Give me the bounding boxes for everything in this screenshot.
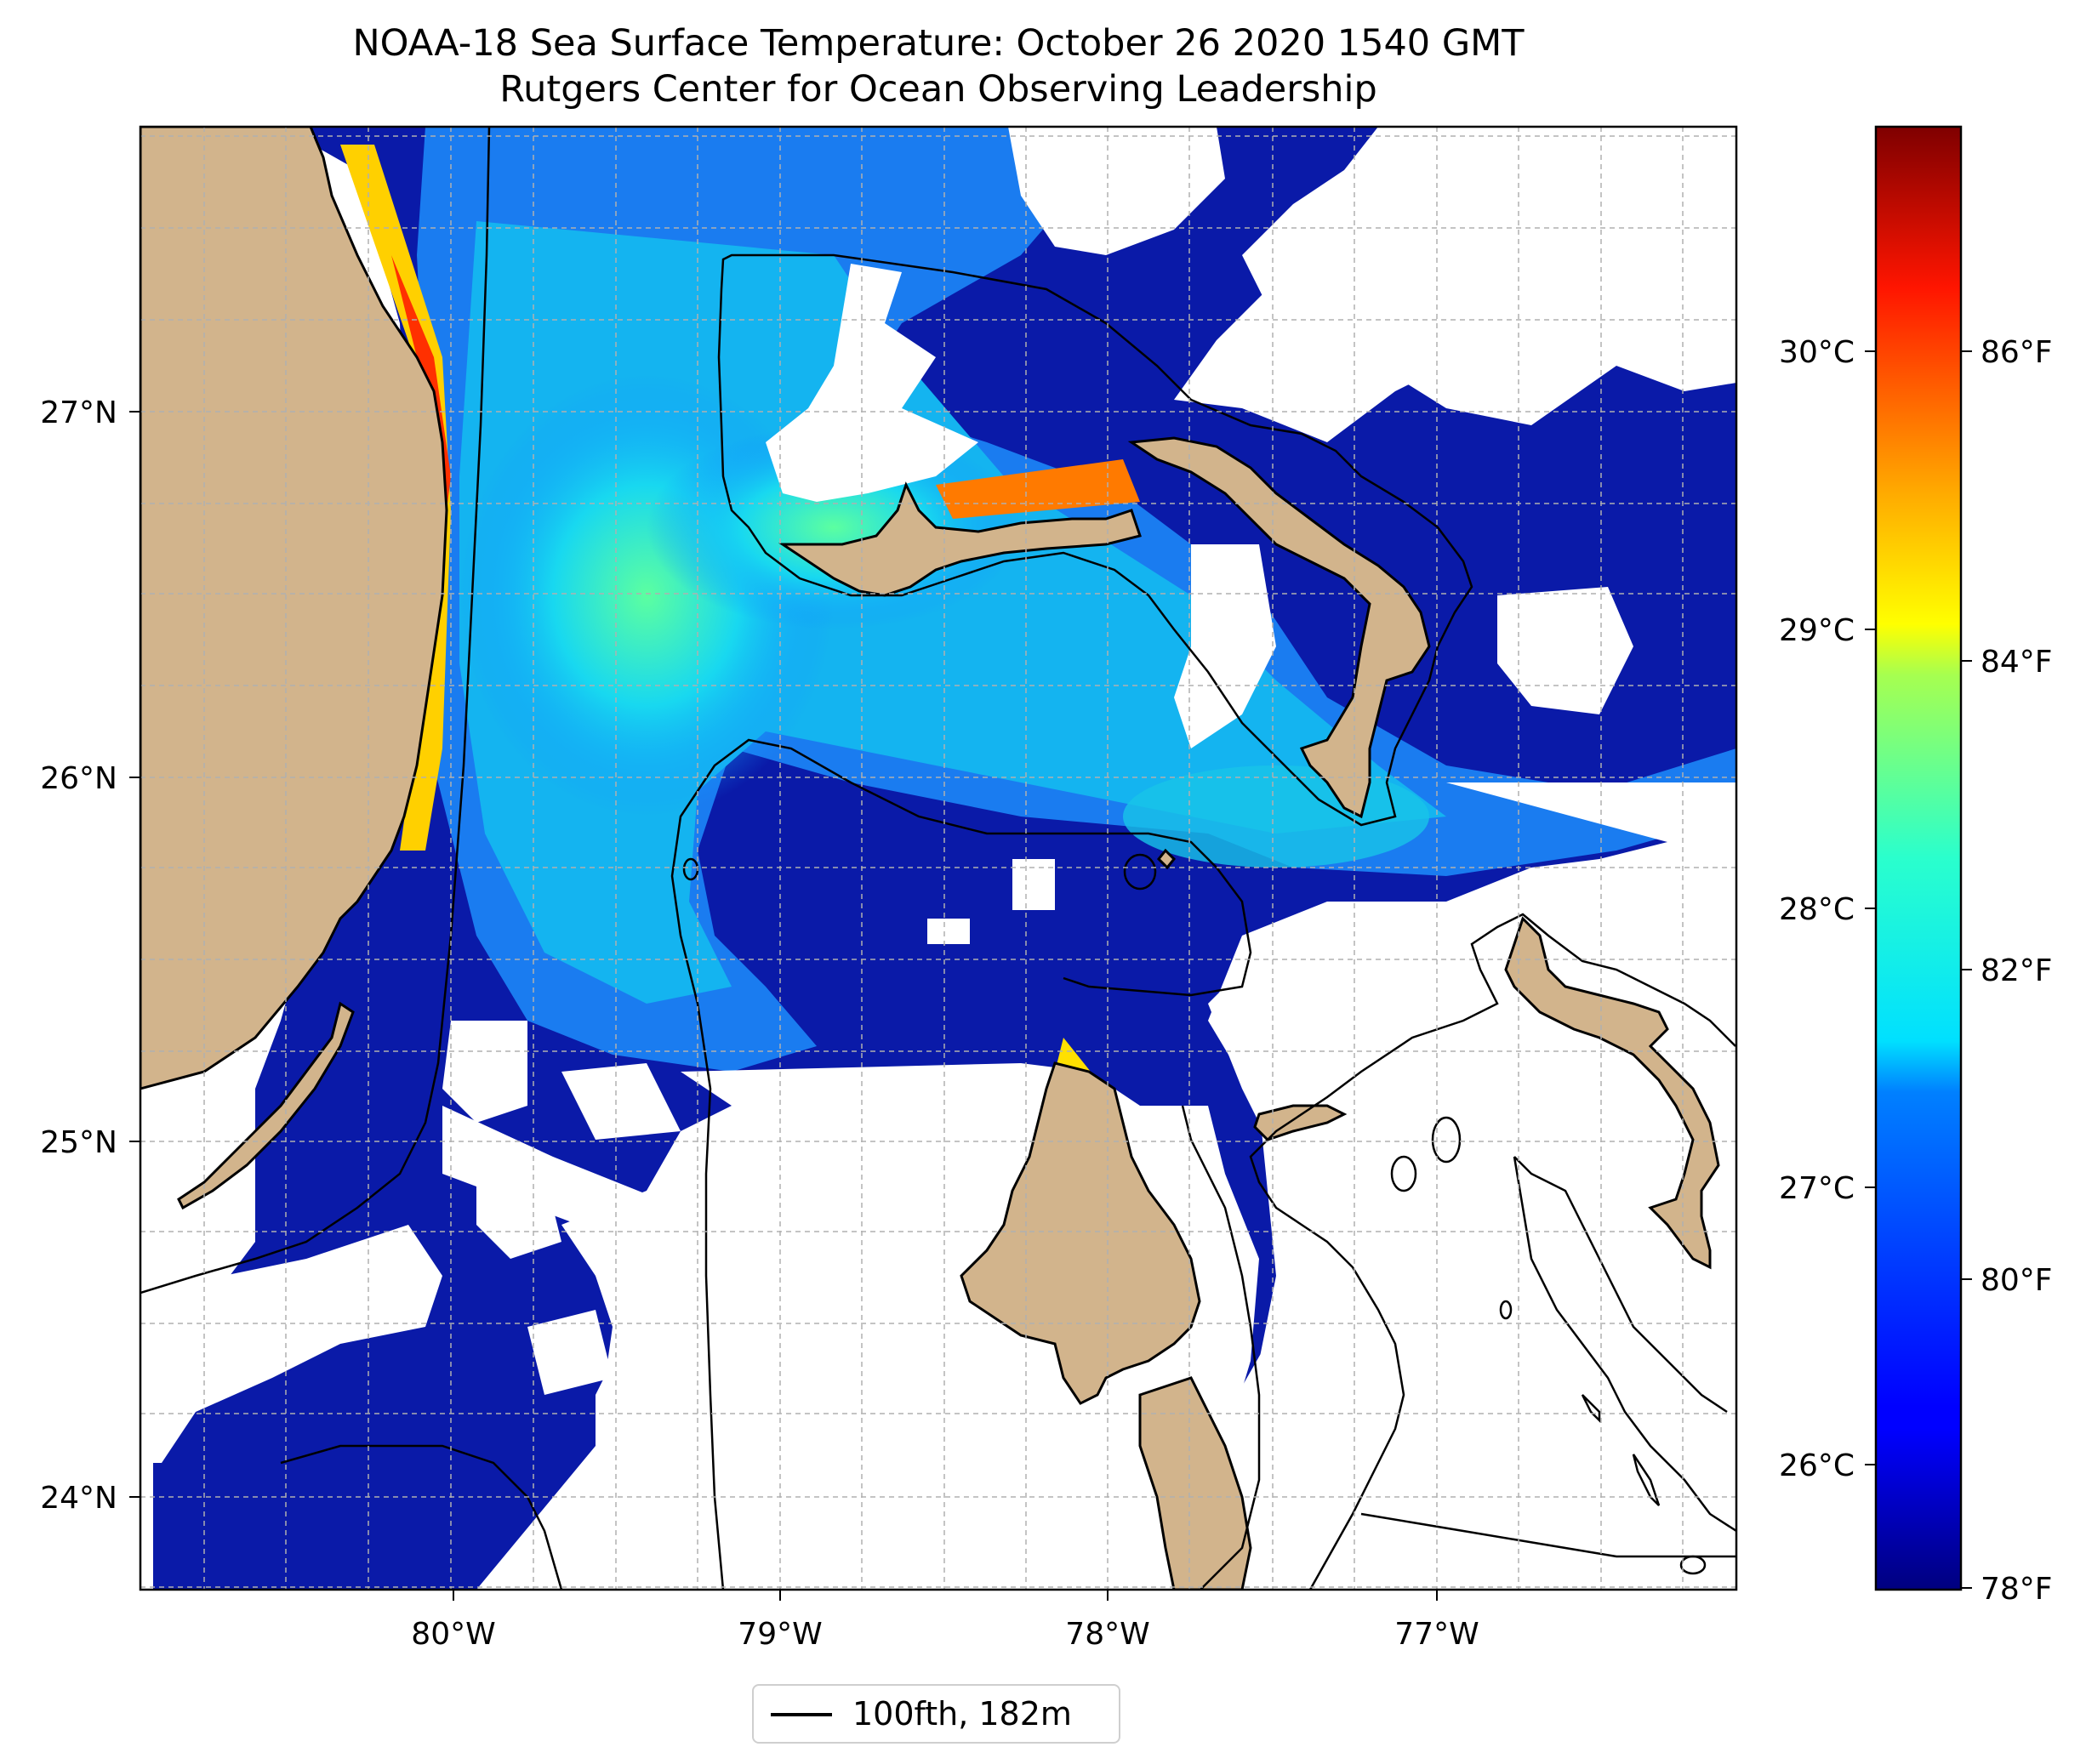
isobath-100fth [140, 127, 1736, 1590]
legend-label: 100fth, 182m [852, 1695, 1072, 1733]
land [140, 127, 1720, 1590]
colorbar-celsius-label: 29°C [1779, 613, 1855, 648]
colorbar-fahrenheit-label: 86°F [1981, 335, 2053, 370]
lat-label: 25°N [40, 1125, 117, 1160]
florida-keys [177, 1001, 355, 1210]
lat-label: 26°N [40, 761, 117, 796]
map-frame [139, 125, 1738, 1591]
colorbar-celsius-label: 28°C [1779, 892, 1855, 927]
map-subtitle: Rutgers Center for Ocean Observing Leade… [499, 68, 1377, 111]
lat-label: 27°N [40, 395, 117, 430]
lat-label: 24°N [40, 1481, 117, 1516]
colorbar-fahrenheit-label: 82°F [1981, 953, 2053, 988]
colorbar-gradient [1874, 125, 1963, 1591]
colorbar-fahrenheit-label: 84°F [1981, 645, 2053, 680]
andros-south [1138, 1376, 1252, 1590]
berry-islands [1156, 848, 1177, 870]
lon-label: 77°W [1394, 1617, 1479, 1652]
colorbar-fahrenheit-label: 80°F [1981, 1263, 2053, 1298]
grand-bahama [778, 481, 1142, 597]
colorbar-celsius-label: 26°C [1779, 1448, 1855, 1483]
lon-label: 80°W [411, 1617, 495, 1652]
eleuthera [1504, 916, 1720, 1270]
map-area [140, 127, 1736, 1590]
graticule [140, 127, 1736, 1590]
map-title: NOAA-18 Sea Surface Temperature: October… [352, 22, 1525, 65]
colorbar-celsius-label: 27°C [1779, 1171, 1855, 1206]
lon-label: 79°W [738, 1617, 822, 1652]
colorbar-fahrenheit-label: 78°F [1981, 1572, 2053, 1607]
colorbar: 30°C 29°C 28°C 27°C 26°C 86°F 84°F 82°F … [1779, 125, 2053, 1607]
lon-label: 78°W [1065, 1617, 1149, 1652]
andros [960, 1061, 1201, 1405]
florida-land [140, 127, 448, 1090]
legend: 100fth, 182m [752, 1684, 1120, 1744]
legend-line-swatch [771, 1713, 832, 1716]
map-ticks [129, 411, 1438, 1601]
colorbar-celsius-label: 30°C [1779, 335, 1855, 370]
cloud-mask [140, 127, 1736, 1590]
abaco [1127, 436, 1431, 819]
sst-gulfstream [417, 127, 1736, 1072]
